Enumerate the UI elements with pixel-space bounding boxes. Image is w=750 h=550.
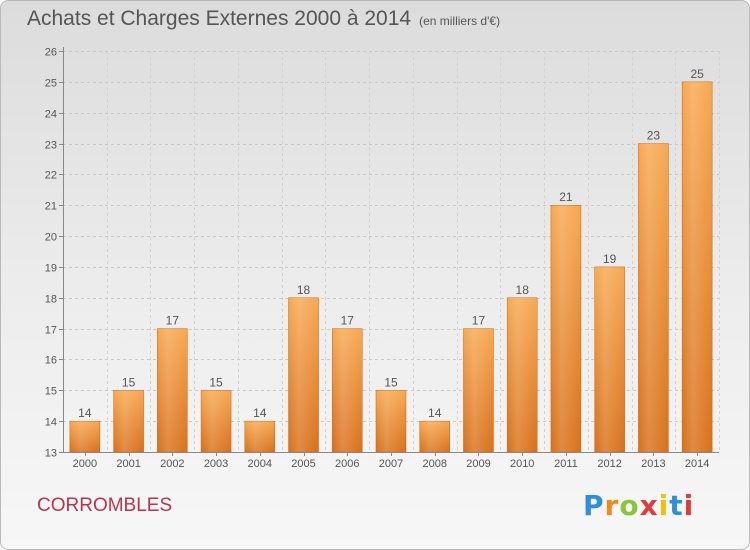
y-tick-label: 20 xyxy=(45,232,57,244)
y-tick-label: 21 xyxy=(45,201,57,213)
y-tick-label: 14 xyxy=(45,417,57,429)
bar-highlight xyxy=(69,421,100,452)
data-label: 15 xyxy=(384,375,398,389)
bar-highlight xyxy=(157,328,188,452)
y-tick-label: 16 xyxy=(45,355,57,367)
commune-name: CORROMBLES xyxy=(37,495,173,516)
y-tick-label: 13 xyxy=(45,448,57,460)
data-label: 17 xyxy=(166,314,180,328)
x-tick-label: 2014 xyxy=(685,458,709,470)
x-tick-label: 2006 xyxy=(335,458,359,470)
title-row: Achats et Charges Externes 2000 à 2014 (e… xyxy=(27,7,500,31)
y-tick-label: 17 xyxy=(45,325,57,337)
bar-highlight xyxy=(550,205,581,452)
y-tick-label: 25 xyxy=(45,78,57,90)
y-tick-label: 15 xyxy=(45,386,57,398)
bar-highlight xyxy=(507,297,538,452)
y-tick-label: 24 xyxy=(45,109,57,121)
bar-highlight xyxy=(332,328,363,452)
data-label: 17 xyxy=(472,314,486,328)
bar-highlight xyxy=(594,266,625,452)
y-tick-label: 19 xyxy=(45,263,57,275)
x-tick-label: 2012 xyxy=(597,458,621,470)
data-label: 17 xyxy=(341,314,355,328)
x-tick-label: 2008 xyxy=(422,458,446,470)
bar-highlight xyxy=(638,143,669,453)
proxiti-logo: Proxiti xyxy=(583,489,695,522)
y-tick-label: 26 xyxy=(45,47,57,59)
data-label: 18 xyxy=(297,283,311,297)
chart-subtitle: (en milliers d'€) xyxy=(419,14,501,28)
bar-highlight xyxy=(463,328,494,452)
data-label: 21 xyxy=(559,190,573,204)
bar-highlight xyxy=(419,421,450,452)
data-label: 19 xyxy=(603,252,617,266)
data-label: 25 xyxy=(690,67,704,81)
data-label: 14 xyxy=(428,406,442,420)
x-tick-label: 2009 xyxy=(466,458,490,470)
bar-highlight xyxy=(113,390,144,452)
bar-highlight xyxy=(682,81,713,452)
data-label: 14 xyxy=(253,406,267,420)
chart-title: Achats et Charges Externes 2000 à 2014 xyxy=(27,7,412,30)
data-label: 18 xyxy=(516,283,530,297)
x-tick-label: 2010 xyxy=(510,458,534,470)
x-tick-label: 2005 xyxy=(291,458,315,470)
x-tick-label: 2000 xyxy=(73,458,97,470)
data-label: 15 xyxy=(209,375,223,389)
data-label: 23 xyxy=(647,129,661,143)
x-tick-label: 2003 xyxy=(204,458,228,470)
bar-highlight xyxy=(288,297,319,452)
bar-highlight xyxy=(244,421,275,452)
y-tick-label: 18 xyxy=(45,294,57,306)
x-tick-label: 2011 xyxy=(554,458,578,470)
y-tick-label: 23 xyxy=(45,140,57,152)
y-tick-label: 22 xyxy=(45,170,57,182)
x-tick-label: 2004 xyxy=(248,458,272,470)
bar-highlight xyxy=(376,390,406,452)
data-label: 14 xyxy=(78,406,92,420)
x-tick-label: 2007 xyxy=(379,458,403,470)
x-tick-label: 2002 xyxy=(160,458,184,470)
x-tick-label: 2013 xyxy=(641,458,665,470)
bar-highlight xyxy=(201,390,232,452)
data-label: 15 xyxy=(122,375,136,389)
x-tick-label: 2001 xyxy=(116,458,140,470)
